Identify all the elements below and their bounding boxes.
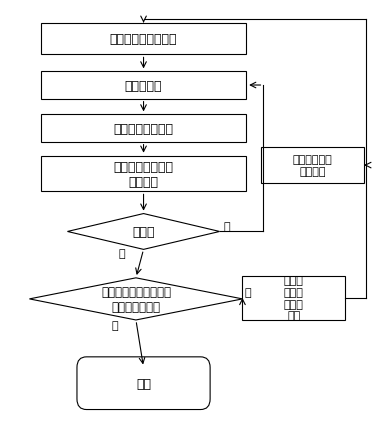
Text: 灵敏度计算和过滤: 灵敏度计算和过滤 [113,122,174,135]
Text: 结束: 结束 [136,377,151,390]
FancyBboxPatch shape [41,24,246,55]
Text: 是: 是 [119,248,125,258]
FancyBboxPatch shape [261,148,364,184]
Text: 修改保
留单元
数和体
积比: 修改保 留单元 数和体 积比 [284,276,304,320]
Text: 有限元分析: 有限元分析 [125,79,162,92]
Polygon shape [68,214,220,250]
FancyBboxPatch shape [41,72,246,100]
Text: 初始优化模型的建立: 初始优化模型的建立 [110,33,177,46]
Text: 否: 否 [244,287,251,297]
Text: 收敛否: 收敛否 [132,225,155,239]
Text: 下一层优化模
型的建立: 下一层优化模 型的建立 [293,155,333,176]
Text: 否: 否 [223,222,230,232]
FancyBboxPatch shape [41,156,246,192]
FancyBboxPatch shape [41,115,246,142]
Text: 根据最佳准则更新
密度变量: 根据最佳准则更新 密度变量 [113,160,174,188]
Polygon shape [29,278,242,320]
Text: 最大迭代数或密度变化
最大极限满足否: 最大迭代数或密度变化 最大极限满足否 [101,285,171,313]
FancyBboxPatch shape [77,357,210,409]
FancyBboxPatch shape [242,276,345,320]
Text: 是: 是 [111,320,118,330]
